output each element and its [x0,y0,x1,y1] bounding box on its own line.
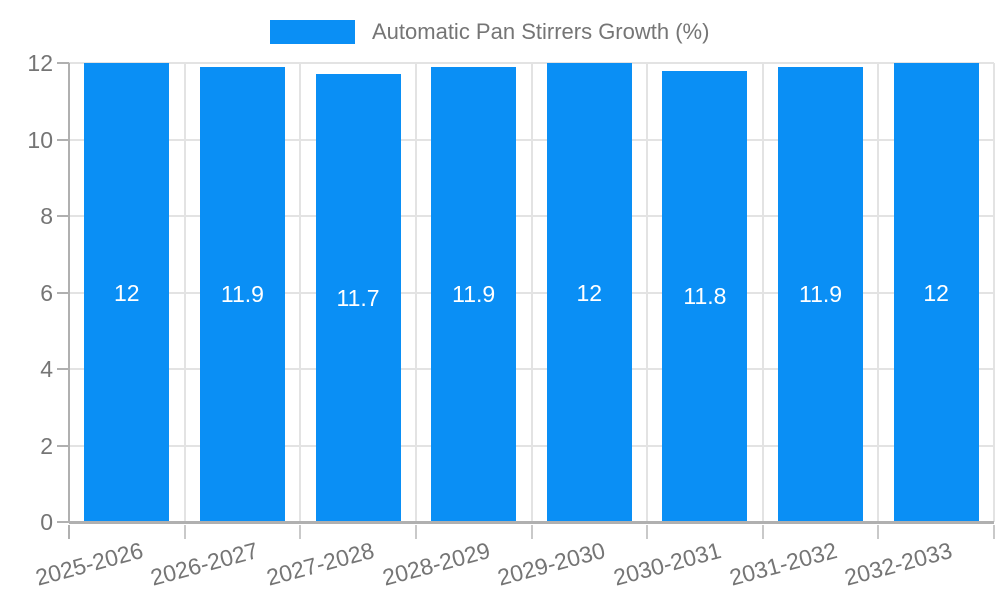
bar-value-label: 12 [923,279,949,306]
y-tick [57,291,69,294]
y-axis-tick-label: 6 [40,279,53,306]
bar[interactable] [546,63,632,522]
y-tick [57,62,69,64]
legend-label: Automatic Pan Stirrers Growth (%) [372,19,710,44]
y-tick [57,138,69,141]
x-axis-tick-label: 2026-2027 [148,537,262,591]
x-axis-tick-label: 2028-2029 [379,537,493,591]
x-boundary-gridline [414,63,417,522]
y-tick [57,521,69,523]
x-tick [993,525,995,539]
x-axis-line [69,521,994,524]
x-tick [761,525,764,539]
bar-value-label: 11.8 [683,283,727,310]
x-axis-tick-label: 2032-2033 [841,537,955,591]
bar[interactable] [84,63,170,522]
x-tick [414,525,417,539]
x-boundary-gridline [183,63,186,522]
x-axis-tick-label: 2030-2031 [610,537,724,591]
bar[interactable] [893,63,979,522]
x-boundary-gridline [530,63,533,522]
bar[interactable] [315,74,401,522]
x-boundary-gridline [993,63,995,522]
y-tick [57,215,69,217]
x-tick [183,525,186,539]
y-axis-tick-label: 0 [40,509,53,535]
y-axis-tick-label: 8 [40,203,53,229]
x-axis-tick-label: 2029-2030 [495,537,609,591]
y-axis-tick-label: 4 [40,356,53,382]
bar-value-label: 11.9 [452,281,496,308]
bar[interactable] [431,66,517,522]
bar-value-label: 12 [576,279,603,306]
legend-item[interactable]: Automatic Pan Stirrers Growth (%) [270,20,709,44]
y-tick [57,444,69,447]
x-boundary-gridline [646,63,649,522]
x-boundary-gridline [761,63,764,522]
bar-value-label: 11.9 [799,281,843,308]
x-axis-tick-label: 2025-2026 [32,537,146,591]
bar[interactable] [778,66,864,522]
bar-value-label: 12 [114,279,140,306]
bar-value-label: 11.7 [336,285,380,312]
x-tick [299,525,302,539]
y-axis-tick-label: 2 [40,432,53,459]
x-tick [68,525,70,539]
y-axis-tick-label: 12 [27,50,53,76]
y-tick [57,368,69,370]
x-axis-tick-label: 2027-2028 [263,537,377,591]
bar[interactable] [662,70,748,522]
x-tick [646,525,649,539]
x-tick [877,525,880,539]
y-axis-tick-label: 10 [27,126,53,153]
x-boundary-gridline [877,63,880,522]
x-tick [530,525,533,539]
bar-value-label: 11.9 [220,281,264,308]
bar[interactable] [199,66,285,522]
x-boundary-gridline [299,63,302,522]
y-axis-line [68,63,70,522]
legend-swatch-icon [270,20,355,44]
x-axis-tick-label: 2031-2032 [726,537,840,591]
